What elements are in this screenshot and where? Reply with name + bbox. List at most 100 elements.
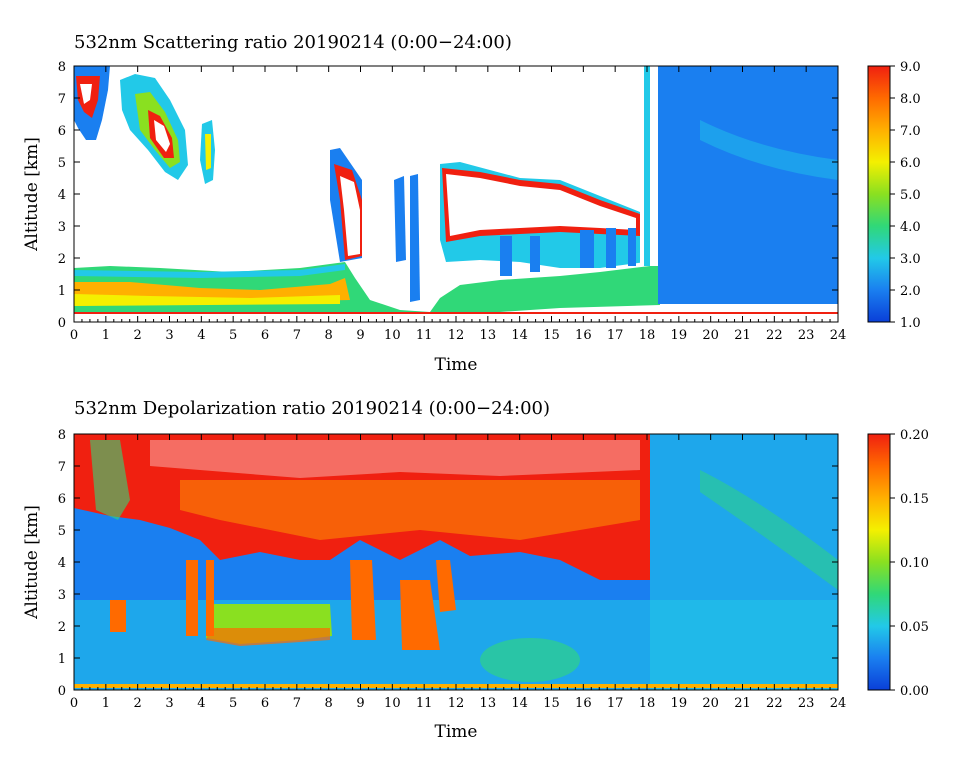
plot-area: 0 1 2 3 4 5 6 7 8 9 10 11 12 13 14 15 16 17 18 19 20 21 22 23 24…	[58, 428, 847, 711]
y-tick-label: 3	[58, 220, 66, 235]
x-tick-label: 4	[197, 328, 205, 343]
x-tick-label: 10	[384, 328, 401, 343]
cirrus-cloud-3-core	[205, 134, 211, 170]
x-tick-label: 22	[766, 328, 783, 343]
y-axis-label: Altitude [km]	[22, 137, 42, 252]
x-tick-label: 16	[575, 328, 592, 343]
mid-depol-layer-edge	[206, 628, 330, 646]
colorbar-gradient	[867, 65, 891, 323]
y-tick-label: 2	[58, 252, 66, 267]
cloud-column-2	[410, 174, 420, 302]
colorbar-tick-label: 9.0	[900, 60, 921, 75]
colorbar-ticks: 1.0 2.0 3.0 4.0 5.0 6.0 7.0 8.0 9.0	[890, 60, 921, 331]
y-tick-label: 6	[58, 124, 66, 139]
x-tick-label: 8	[325, 696, 333, 711]
y-tick-label: 8	[58, 60, 66, 75]
colorbar-tick-label: 0.20	[900, 428, 929, 443]
y-tick-label: 6	[58, 492, 66, 507]
x-tick-label: 1	[102, 328, 110, 343]
depolarization-ratio-panel: 532nm Depolarization ratio 20190214 (0:0…	[22, 398, 929, 742]
x-tick-label: 3	[165, 328, 173, 343]
y-tick-label: 3	[58, 588, 66, 603]
boundary-layer-blue	[74, 264, 345, 278]
colorbar-tick-label: 0.10	[900, 556, 929, 571]
colorbar-tick-label: 5.0	[900, 188, 921, 203]
x-tick-label: 16	[575, 696, 592, 711]
cloud-block-1-inner	[340, 176, 360, 256]
x-tick-label: 15	[543, 696, 560, 711]
x-tick-label: 22	[766, 696, 783, 711]
chart-title: 532nm Scattering ratio 20190214 (0:00−24…	[74, 32, 512, 53]
x-tick-label: 21	[734, 696, 751, 711]
x-axis-label: Time	[435, 355, 478, 375]
x-tick-label: 15	[543, 328, 560, 343]
colorbar-tick-label: 0.15	[900, 492, 929, 507]
x-axis: 0 1 2 3 4 5 6 7 8 9 10 11 12 13 14 15 16 17 18 19 20 21 22 23 24	[70, 434, 846, 711]
cloud-columns	[500, 228, 636, 276]
y-tick-label: 4	[58, 188, 66, 203]
x-tick-label: 24	[830, 328, 847, 343]
x-tick-label: 0	[70, 696, 78, 711]
x-tick-label: 14	[511, 696, 528, 711]
x-axis-label: Time	[435, 722, 478, 742]
x-tick-label: 19	[671, 696, 688, 711]
x-tick-label: 8	[325, 328, 333, 343]
upper-high-depol	[74, 434, 650, 580]
colorbar-tick-label: 3.0	[900, 252, 921, 267]
cirrus-cloud-2-white	[154, 120, 170, 152]
x-tick-label: 24	[830, 696, 847, 711]
plot-area: 0 1 2 3 4 5 6 7 8 9 10 11 12 13 14 15 16 17 18 19 20 21 22 23 24…	[58, 60, 847, 343]
x-tick-label: 23	[798, 696, 815, 711]
colorbar-tick-label: 0.00	[900, 684, 929, 699]
y-tick-label: 5	[58, 156, 66, 171]
x-tick-label: 4	[197, 696, 205, 711]
x-tick-label: 11	[416, 328, 433, 343]
x-tick-label: 20	[702, 696, 719, 711]
x-tick-label: 3	[165, 696, 173, 711]
y-tick-label: 8	[58, 428, 66, 443]
colorbar-tick-label: 7.0	[900, 124, 921, 139]
cloud-block-2-inner	[446, 174, 636, 236]
boundary-layer-top	[74, 294, 340, 306]
upper-noise-orange	[180, 480, 640, 540]
x-tick-label: 14	[511, 328, 528, 343]
scattering-ratio-panel: 532nm Scattering ratio 20190214 (0:00−24…	[22, 32, 921, 375]
x-tick-label: 5	[229, 328, 237, 343]
y-axis: 0 1 2 3 4 5 6 7 8	[58, 60, 838, 331]
x-tick-label: 20	[702, 328, 719, 343]
colorbar-tick-label: 4.0	[900, 220, 921, 235]
y-tick-label: 1	[58, 284, 66, 299]
x-tick-label: 19	[671, 328, 688, 343]
y-tick-label: 0	[58, 316, 66, 331]
clear-air-region	[658, 66, 838, 304]
x-tick-label: 12	[448, 696, 465, 711]
upper-noise-white	[150, 440, 640, 478]
colorbar-tick-label: 2.0	[900, 284, 921, 299]
x-tick-label: 10	[384, 696, 401, 711]
clear-air-streak	[700, 470, 838, 590]
x-tick-label: 1	[102, 696, 110, 711]
cirrus-cloud-1-inner	[80, 84, 92, 104]
colorbar: 0.00 0.05 0.10 0.15 0.20	[867, 428, 929, 699]
x-tick-label: 13	[480, 328, 497, 343]
y-tick-label: 4	[58, 556, 66, 571]
x-tick-label: 6	[261, 696, 269, 711]
x-tick-label: 7	[293, 696, 301, 711]
x-tick-label: 13	[480, 696, 497, 711]
ground-signal	[74, 312, 838, 314]
low-layer-patch	[480, 638, 580, 682]
x-tick-label: 9	[356, 328, 364, 343]
x-tick-label: 0	[70, 328, 78, 343]
x-tick-label: 11	[416, 696, 433, 711]
colorbar-tick-label: 8.0	[900, 92, 921, 107]
x-tick-label: 7	[293, 328, 301, 343]
cloud-gap	[362, 160, 392, 260]
cloud-column-1	[394, 176, 406, 262]
y-tick-label: 0	[58, 684, 66, 699]
chart-title: 532nm Depolarization ratio 20190214 (0:0…	[74, 398, 550, 419]
colorbar-tick-label: 6.0	[900, 156, 921, 171]
y-tick-label: 5	[58, 524, 66, 539]
x-tick-label: 21	[734, 328, 751, 343]
x-tick-label: 12	[448, 328, 465, 343]
colorbar-gradient	[867, 433, 891, 691]
